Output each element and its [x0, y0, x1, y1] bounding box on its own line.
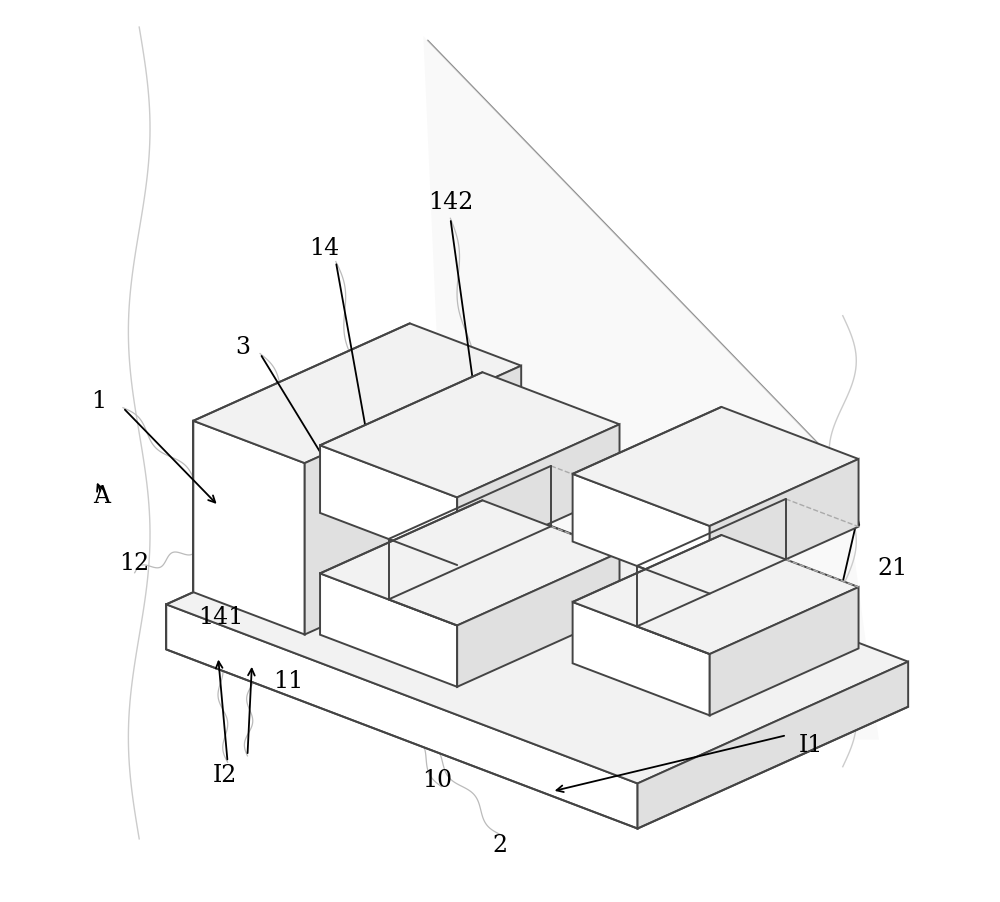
Text: 1: 1 — [91, 390, 106, 413]
Text: 2: 2 — [492, 833, 508, 857]
Text: I2: I2 — [213, 764, 237, 787]
Polygon shape — [710, 459, 859, 594]
Text: 10: 10 — [422, 769, 452, 792]
Text: 141: 141 — [198, 606, 243, 630]
Text: 13: 13 — [553, 484, 583, 508]
Polygon shape — [305, 365, 521, 634]
Text: 4: 4 — [452, 408, 467, 431]
Polygon shape — [573, 474, 710, 594]
Polygon shape — [573, 535, 859, 654]
Text: 3: 3 — [235, 336, 250, 359]
Text: 14: 14 — [309, 236, 339, 260]
Text: 12: 12 — [120, 552, 150, 575]
Polygon shape — [166, 483, 908, 784]
Polygon shape — [193, 420, 305, 634]
Text: 11: 11 — [273, 669, 303, 693]
Polygon shape — [193, 324, 521, 463]
Text: 21: 21 — [877, 557, 907, 580]
Text: 142: 142 — [428, 191, 473, 215]
Polygon shape — [320, 446, 457, 565]
Text: I1: I1 — [799, 734, 823, 758]
Polygon shape — [573, 602, 710, 715]
Polygon shape — [457, 424, 620, 565]
Polygon shape — [423, 36, 879, 740]
Polygon shape — [638, 662, 908, 829]
Polygon shape — [710, 587, 859, 715]
Polygon shape — [457, 552, 620, 686]
Polygon shape — [166, 604, 638, 829]
Text: A: A — [827, 603, 844, 627]
Text: A: A — [93, 484, 110, 508]
Polygon shape — [320, 501, 620, 625]
Polygon shape — [573, 407, 859, 526]
Polygon shape — [320, 574, 457, 686]
Polygon shape — [320, 373, 620, 497]
